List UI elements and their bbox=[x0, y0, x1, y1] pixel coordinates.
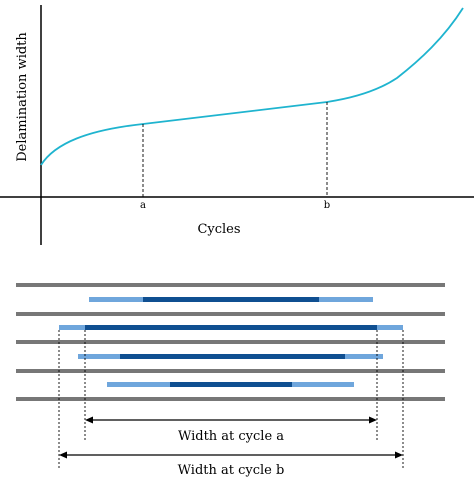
laminate-cross-section: Width at cycle a Width at cycle b bbox=[16, 283, 445, 478]
dimension-arrow-cycle-a bbox=[85, 416, 377, 424]
marker-b-label: b bbox=[324, 200, 330, 211]
x-axis-label: Cycles bbox=[197, 222, 240, 237]
delamination-extent-cycle-a bbox=[170, 382, 292, 387]
dimension-arrow-cycle-b bbox=[59, 451, 403, 459]
delamination-extent-cycle-a bbox=[85, 325, 377, 330]
delamination-extent-cycle-a bbox=[120, 354, 345, 359]
delamination-extent-cycle-a bbox=[143, 297, 319, 302]
marker-a-label: a bbox=[140, 200, 146, 211]
delamination-growth-curve bbox=[40, 7, 464, 166]
width-cycle-b-label: Width at cycle b bbox=[178, 463, 285, 478]
delamination-chart: a b Cycles Delamination width bbox=[0, 5, 474, 245]
y-axis-label: Delamination width bbox=[15, 32, 30, 162]
width-cycle-a-label: Width at cycle a bbox=[178, 429, 284, 444]
